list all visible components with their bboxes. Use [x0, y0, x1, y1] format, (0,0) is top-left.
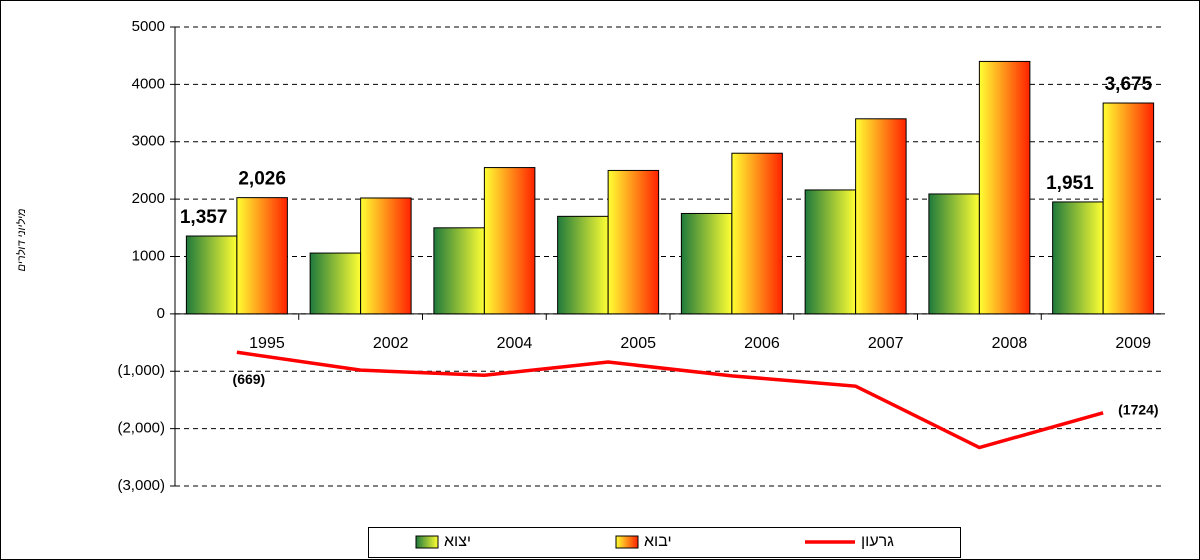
- bar: [360, 197, 412, 315]
- y-tick-label: (1,000): [117, 362, 165, 379]
- bar: [731, 152, 783, 315]
- data-label: 1,951: [1046, 173, 1094, 194]
- y-tick-label: (2,000): [117, 420, 165, 437]
- bar: [978, 60, 1031, 315]
- data-label: 3,675: [1105, 74, 1153, 95]
- y-tick-label: 0: [157, 305, 165, 322]
- data-label: 1,357: [180, 207, 228, 228]
- y-tick-label: 3000: [132, 133, 165, 150]
- bar: [1102, 102, 1155, 315]
- x-tick-label: 2006: [744, 335, 780, 352]
- bar: [433, 227, 485, 315]
- legend-box: [368, 527, 961, 558]
- bar: [928, 193, 980, 315]
- bar: [557, 215, 609, 315]
- legend-label: יצוא: [444, 533, 471, 550]
- bar: [483, 167, 536, 315]
- bar: [1052, 201, 1104, 315]
- legend-swatch: [415, 535, 439, 549]
- y-tick-label: 2000: [132, 190, 165, 207]
- data-label: (1724): [1118, 401, 1158, 417]
- y-tick-label: 4000: [132, 75, 165, 92]
- bar: [680, 212, 733, 315]
- legend-swatch: [615, 535, 639, 549]
- x-tick-label: 2007: [868, 335, 904, 352]
- x-tick-label: 2005: [620, 335, 656, 352]
- line: [236, 350, 1104, 450]
- bar: [804, 189, 857, 315]
- legend-label: גרעון: [861, 533, 894, 550]
- x-tick-label: 1995: [249, 335, 285, 352]
- bar: [607, 169, 660, 315]
- y-axis-label: מיליוני דולרים: [15, 209, 28, 272]
- bar: [309, 252, 362, 315]
- data-label: 2,026: [238, 169, 286, 190]
- bar: [855, 118, 907, 315]
- x-tick-label: 2002: [373, 335, 409, 352]
- bar: [236, 197, 288, 315]
- legend-label: יבוא: [644, 533, 672, 550]
- x-tick-label: 2009: [1115, 335, 1151, 352]
- x-tick-label: 2008: [992, 335, 1028, 352]
- y-tick-label: 1000: [132, 247, 165, 264]
- bar: [185, 235, 238, 315]
- y-tick-label: (3,000): [117, 477, 165, 494]
- x-tick-label: 2004: [497, 335, 533, 352]
- data-label: (669): [233, 371, 266, 387]
- y-tick-label: 5000: [132, 18, 165, 35]
